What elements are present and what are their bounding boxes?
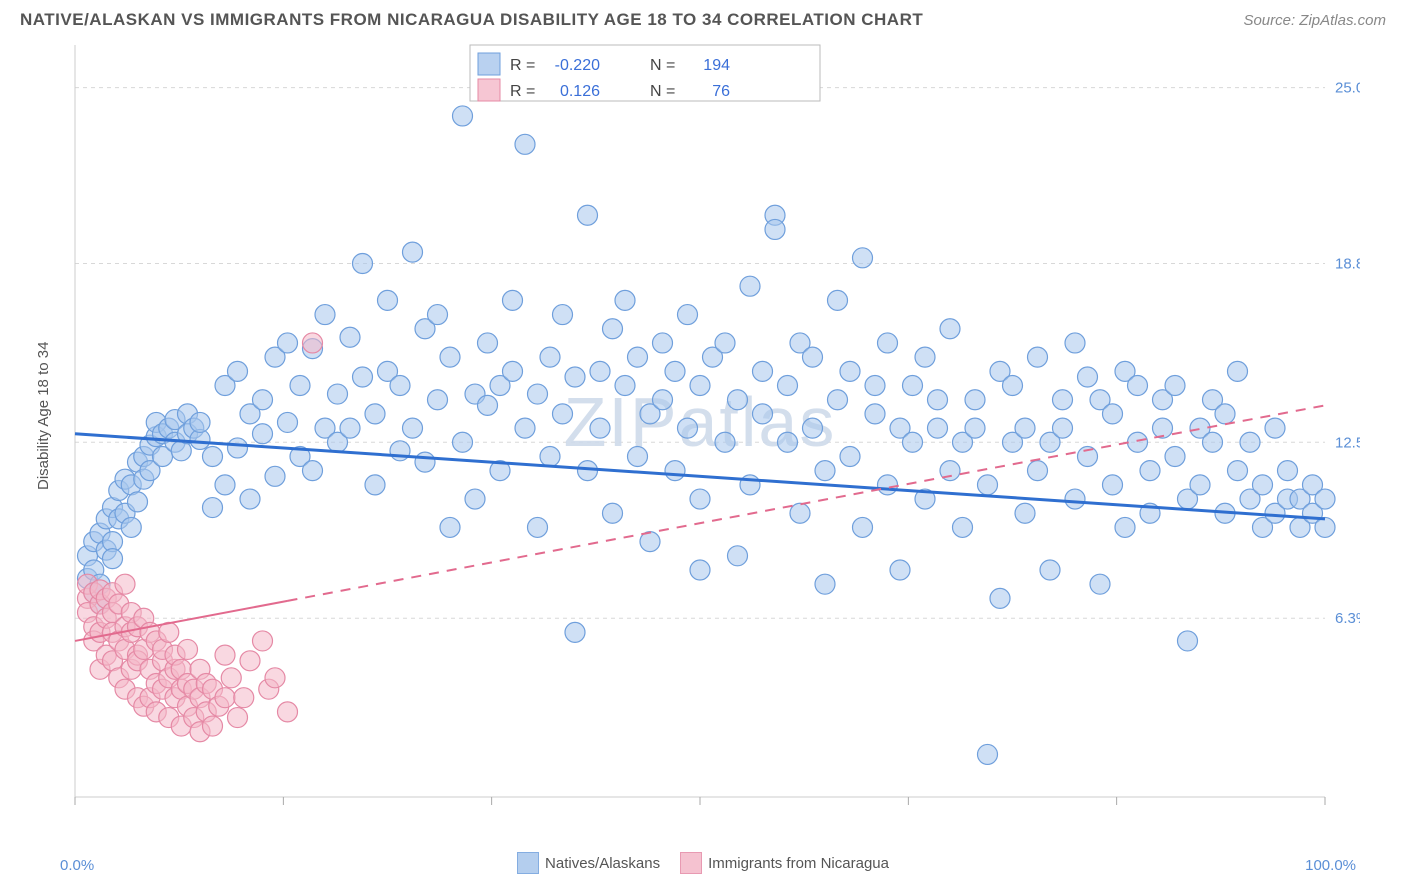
- svg-text:76: 76: [712, 83, 730, 100]
- legend-item-nicaragua: Immigrants from Nicaragua: [680, 852, 889, 874]
- source-attribution: Source: ZipAtlas.com: [1243, 12, 1386, 29]
- svg-text:R =: R =: [510, 57, 535, 74]
- chart-title: NATIVE/ALASKAN VS IMMIGRANTS FROM NICARA…: [20, 10, 923, 30]
- legend-label: Natives/Alaskans: [545, 855, 660, 872]
- svg-text:-0.220: -0.220: [555, 57, 600, 74]
- legend-label: Immigrants from Nicaragua: [708, 855, 889, 872]
- svg-text:194: 194: [703, 57, 730, 74]
- svg-text:18.8%: 18.8%: [1335, 256, 1360, 273]
- svg-text:N =: N =: [650, 57, 675, 74]
- svg-text:R =: R =: [510, 83, 535, 100]
- svg-text:0.126: 0.126: [560, 83, 600, 100]
- bottom-legend: Natives/Alaskans Immigrants from Nicarag…: [0, 852, 1406, 874]
- legend-swatch-icon: [680, 852, 702, 874]
- y-axis-title: Disability Age 18 to 34: [35, 342, 52, 490]
- legend-swatch-icon: [517, 852, 539, 874]
- svg-text:6.3%: 6.3%: [1335, 610, 1360, 627]
- chart-area: Disability Age 18 to 34 6.3% 12.5% 18.8% 25…: [20, 35, 1386, 825]
- svg-text:N =: N =: [650, 83, 675, 100]
- scatter-chart: 6.3%12.5%18.8%25.0%ZIPatlasR =-0.220N =1…: [20, 35, 1360, 825]
- legend-item-natives: Natives/Alaskans: [517, 852, 660, 874]
- svg-text:25.0%: 25.0%: [1335, 80, 1360, 97]
- svg-text:12.5%: 12.5%: [1335, 434, 1360, 451]
